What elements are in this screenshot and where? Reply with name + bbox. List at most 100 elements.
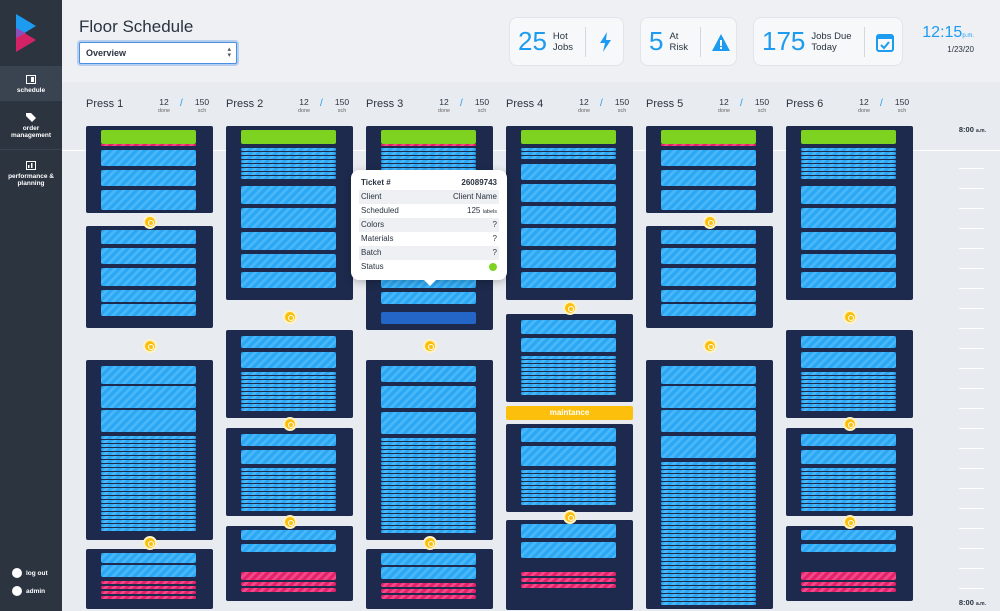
job-segment[interactable] [101, 440, 196, 443]
job-segment[interactable] [521, 148, 616, 151]
job-segment[interactable] [661, 366, 756, 384]
job-segment[interactable] [381, 462, 476, 465]
changeover-icon[interactable] [842, 417, 857, 431]
job-segment[interactable] [801, 176, 896, 179]
job-segment[interactable] [381, 438, 476, 441]
job-segment[interactable] [661, 150, 756, 166]
job-segment[interactable] [381, 526, 476, 529]
job-segment[interactable] [661, 554, 756, 557]
job-block[interactable] [786, 428, 913, 516]
job-segment[interactable] [101, 565, 196, 577]
job-segment[interactable] [241, 480, 336, 483]
job-segment[interactable] [241, 544, 336, 552]
job-segment[interactable] [381, 498, 476, 501]
job-segment[interactable] [661, 514, 756, 517]
job-segment[interactable] [241, 232, 336, 250]
job-segment[interactable] [801, 336, 896, 348]
job-segment[interactable] [801, 372, 896, 375]
job-segment[interactable] [801, 156, 896, 159]
job-block[interactable] [786, 126, 913, 300]
job-segment[interactable] [521, 502, 616, 505]
job-segment-late[interactable] [521, 572, 616, 576]
job-segment[interactable] [101, 524, 196, 527]
job-segment[interactable] [661, 542, 756, 545]
job-segment[interactable] [801, 380, 896, 383]
changeover-icon[interactable] [702, 215, 717, 229]
job-segment[interactable] [521, 486, 616, 489]
job-segment[interactable] [381, 312, 476, 324]
job-segment[interactable] [101, 410, 196, 432]
job-segment[interactable] [241, 272, 336, 288]
job-segment[interactable] [801, 434, 896, 446]
job-segment[interactable] [381, 502, 476, 505]
job-segment[interactable] [101, 464, 196, 467]
job-segment[interactable] [801, 388, 896, 391]
job-segment[interactable] [801, 148, 896, 151]
job-segment[interactable] [241, 450, 336, 464]
changeover-icon[interactable] [842, 310, 857, 324]
job-segment[interactable] [521, 494, 616, 497]
job-segment[interactable] [801, 480, 896, 483]
job-segment[interactable] [381, 386, 476, 408]
job-segment[interactable] [381, 478, 476, 481]
job-segment[interactable] [241, 376, 336, 379]
job-segment-complete[interactable] [661, 130, 756, 144]
job-block[interactable] [646, 360, 773, 609]
job-segment[interactable] [241, 372, 336, 375]
job-segment[interactable] [521, 446, 616, 466]
job-segment[interactable] [661, 410, 756, 432]
job-block[interactable] [506, 520, 633, 610]
job-segment[interactable] [801, 468, 896, 471]
job-segment[interactable] [661, 170, 756, 186]
job-segment-late[interactable] [241, 572, 336, 580]
job-segment[interactable] [521, 380, 616, 383]
job-block[interactable] [86, 126, 213, 213]
job-segment[interactable] [661, 478, 756, 481]
job-segment[interactable] [521, 376, 616, 379]
job-segment[interactable] [241, 392, 336, 395]
job-segment-late[interactable] [101, 591, 196, 594]
job-segment[interactable] [241, 160, 336, 163]
job-segment[interactable] [381, 292, 476, 304]
job-segment[interactable] [661, 466, 756, 469]
job-segment[interactable] [381, 148, 476, 151]
job-segment[interactable] [801, 172, 896, 175]
job-segment[interactable] [661, 574, 756, 577]
job-block[interactable] [786, 330, 913, 418]
job-segment-late[interactable] [801, 588, 896, 592]
job-segment[interactable] [521, 368, 616, 371]
logout-button[interactable]: log out [0, 567, 62, 579]
sidebar-item-order-management[interactable]: order management [0, 100, 62, 149]
job-segment[interactable] [101, 520, 196, 523]
job-segment[interactable] [101, 512, 196, 515]
job-segment[interactable] [241, 148, 336, 151]
job-segment[interactable] [101, 484, 196, 487]
job-segment[interactable] [521, 338, 616, 352]
job-segment[interactable] [241, 388, 336, 391]
job-segment[interactable] [241, 380, 336, 383]
job-segment-late[interactable] [801, 572, 896, 580]
job-block[interactable] [506, 314, 633, 402]
job-block[interactable] [226, 526, 353, 601]
job-segment[interactable] [661, 474, 756, 477]
job-block[interactable] [226, 330, 353, 418]
job-segment[interactable] [381, 490, 476, 493]
changeover-icon[interactable] [282, 515, 297, 529]
job-segment[interactable] [241, 168, 336, 171]
job-segment[interactable] [661, 304, 756, 316]
job-segment[interactable] [381, 168, 476, 171]
changeover-icon[interactable] [422, 339, 437, 353]
job-segment[interactable] [101, 290, 196, 302]
job-segment[interactable] [661, 594, 756, 597]
job-segment[interactable] [521, 152, 616, 155]
job-segment[interactable] [521, 482, 616, 485]
job-segment[interactable] [801, 500, 896, 503]
job-segment[interactable] [661, 518, 756, 521]
job-segment[interactable] [241, 472, 336, 475]
job-segment-late[interactable] [101, 581, 196, 584]
job-segment[interactable] [801, 400, 896, 403]
job-segment[interactable] [661, 538, 756, 541]
job-segment[interactable] [381, 530, 476, 533]
job-segment[interactable] [381, 412, 476, 434]
job-block[interactable] [506, 126, 633, 300]
